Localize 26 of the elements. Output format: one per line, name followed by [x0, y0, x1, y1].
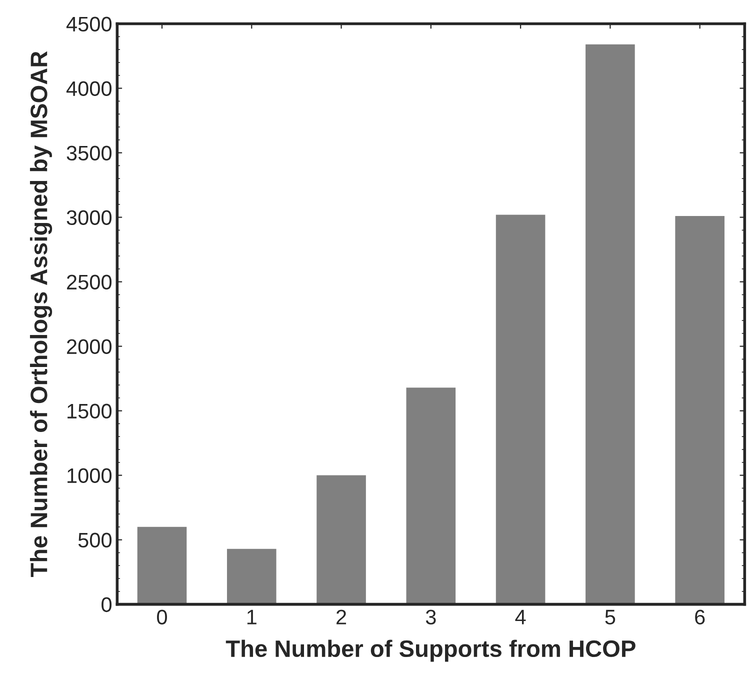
bar — [406, 388, 456, 604]
bar — [137, 526, 187, 604]
bar — [586, 44, 635, 604]
y-tick-label: 3500 — [66, 146, 112, 161]
x-tick-label: 1 — [247, 610, 256, 624]
y-tick-label: 1500 — [68, 404, 112, 419]
y-tick-label: 2000 — [67, 339, 112, 354]
x-tick-label: 3 — [426, 610, 436, 624]
x-tick-label: 6 — [695, 610, 705, 624]
y-tick-label: 500 — [78, 532, 112, 548]
bar — [316, 475, 366, 604]
x-tick-label: 0 — [157, 610, 167, 624]
y-tick-label: 2500 — [67, 274, 112, 290]
bar — [675, 216, 724, 604]
y-tick-label: 1000 — [68, 468, 112, 484]
y-axis-title: The Number of Orthologs Assigned by MSOAR — [30, 51, 52, 577]
y-tick-label: 0 — [102, 597, 112, 612]
x-axis-title: The Number of Supports from HCOP — [226, 640, 636, 662]
x-tick-label: 4 — [515, 610, 526, 624]
bar — [226, 548, 276, 604]
x-tick-label: 2 — [336, 610, 346, 624]
y-tick-label: 4000 — [66, 81, 112, 96]
bar — [496, 214, 546, 604]
y-tick-label: 3000 — [66, 210, 112, 226]
y-tick-label: 4500 — [66, 16, 112, 32]
x-tick-label: 5 — [605, 610, 616, 624]
